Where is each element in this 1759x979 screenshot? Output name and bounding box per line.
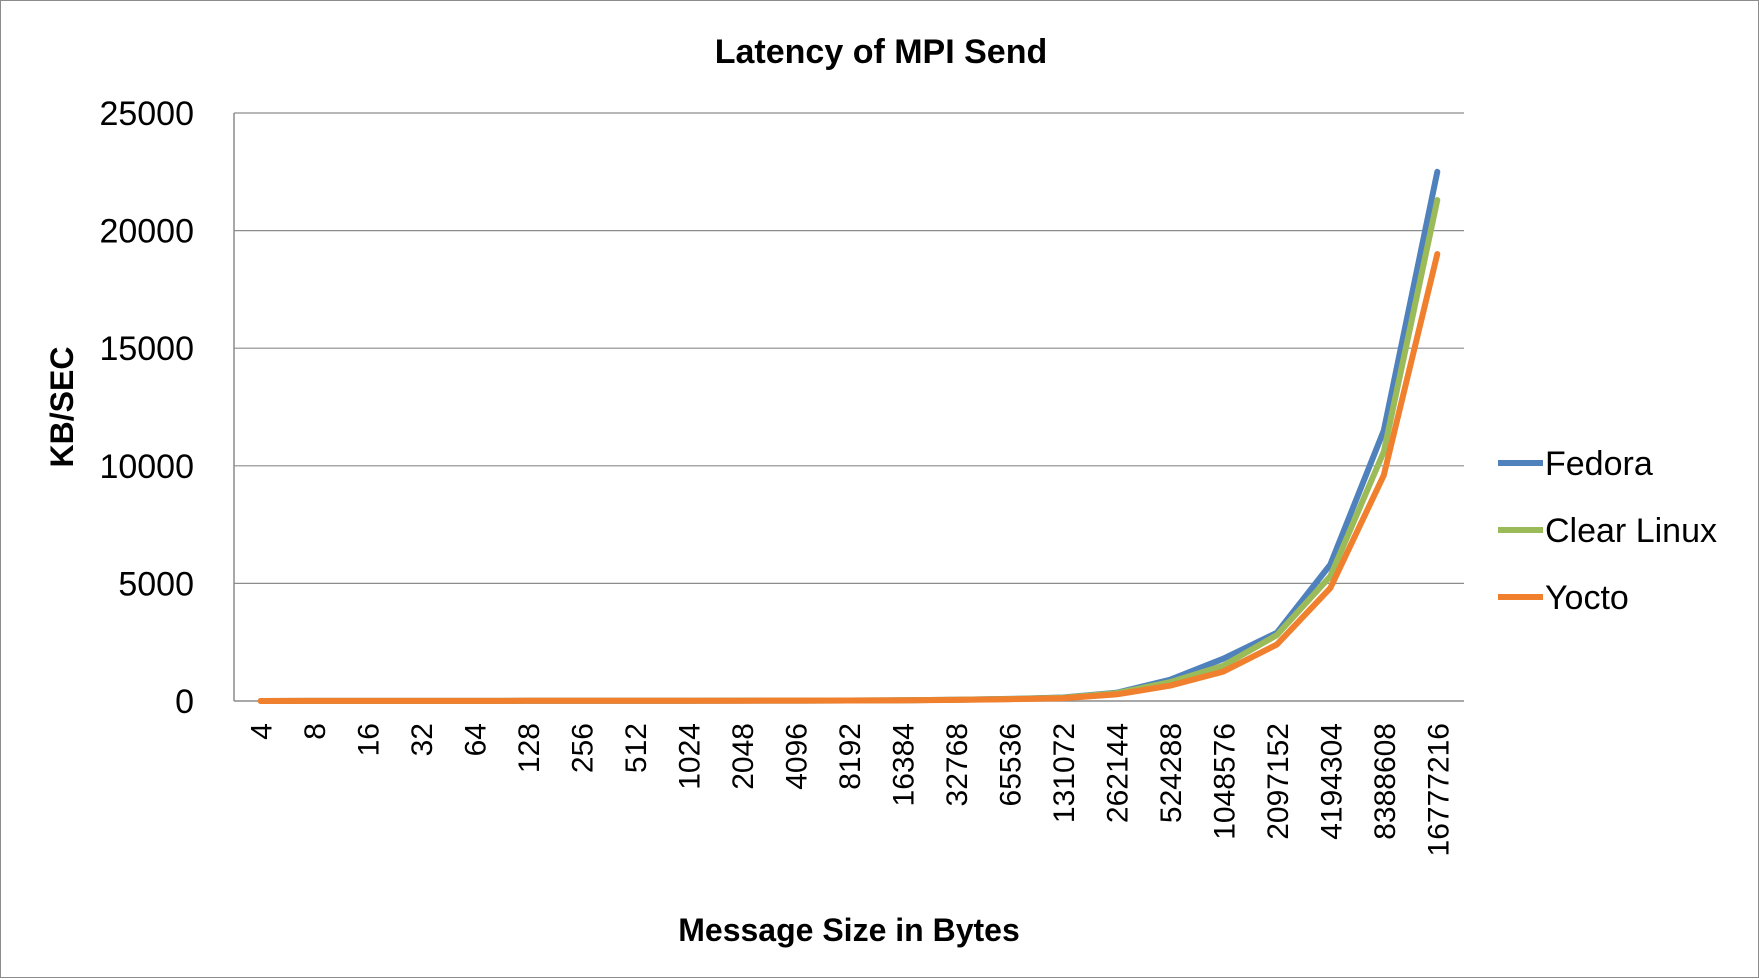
x-tick-label: 16384 — [887, 723, 920, 806]
y-axis-ticks: 0 5000 10000 15000 20000 25000 — [99, 95, 194, 721]
x-tick-label: 512 — [620, 723, 653, 773]
x-tick-label: 2097152 — [1262, 723, 1295, 840]
y-axis-title: KB/SEC — [44, 347, 80, 468]
legend-label: Clear Linux — [1545, 512, 1717, 550]
y-tick-label: 5000 — [118, 565, 194, 603]
x-tick-label: 128 — [513, 723, 546, 773]
series-lines — [257, 168, 1441, 704]
x-tick-label: 65536 — [994, 723, 1027, 806]
x-tick-label: 2048 — [727, 723, 760, 790]
x-tick-label: 16 — [353, 723, 386, 756]
legend: Fedora Clear Linux Yocto — [1498, 445, 1717, 617]
x-tick-label: 1024 — [674, 723, 707, 790]
y-tick-label: 20000 — [99, 213, 194, 251]
x-tick-label: 256 — [567, 723, 600, 773]
x-tick-label: 64 — [460, 723, 493, 756]
legend-label: Fedora — [1545, 445, 1653, 483]
y-tick-label: 25000 — [99, 95, 194, 133]
series-line-clear-linux — [257, 197, 1441, 704]
x-axis-ticks: 4 8 16 32 64 128 256 512 1024 2048 4096 8192 16384 32… — [246, 723, 1456, 856]
legend-label: Yocto — [1545, 579, 1629, 617]
x-tick-label: 16777216 — [1422, 723, 1455, 856]
series-line-yocto — [257, 251, 1441, 704]
x-tick-label: 4194304 — [1315, 723, 1348, 840]
x-tick-label: 4096 — [781, 723, 814, 790]
x-tick-label: 32 — [406, 723, 439, 756]
x-tick-label: 8192 — [834, 723, 867, 790]
y-tick-label: 0 — [175, 683, 194, 721]
x-tick-label: 524288 — [1155, 723, 1188, 823]
x-tick-label: 131072 — [1048, 723, 1081, 823]
series-line-fedora — [257, 168, 1441, 704]
x-axis-title: Message Size in Bytes — [678, 912, 1019, 948]
y-tick-label: 15000 — [99, 330, 194, 368]
gridlines — [234, 112, 1464, 585]
y-tick-label: 10000 — [99, 448, 194, 486]
x-tick-label: 8388608 — [1369, 723, 1402, 840]
x-tick-label: 32768 — [941, 723, 974, 806]
x-tick-label: 8 — [299, 723, 332, 740]
chart-title: Latency of MPI Send — [715, 33, 1048, 71]
x-tick-label: 4 — [246, 723, 279, 740]
x-tick-label: 262144 — [1101, 723, 1134, 823]
x-tick-label: 1048576 — [1208, 723, 1241, 840]
